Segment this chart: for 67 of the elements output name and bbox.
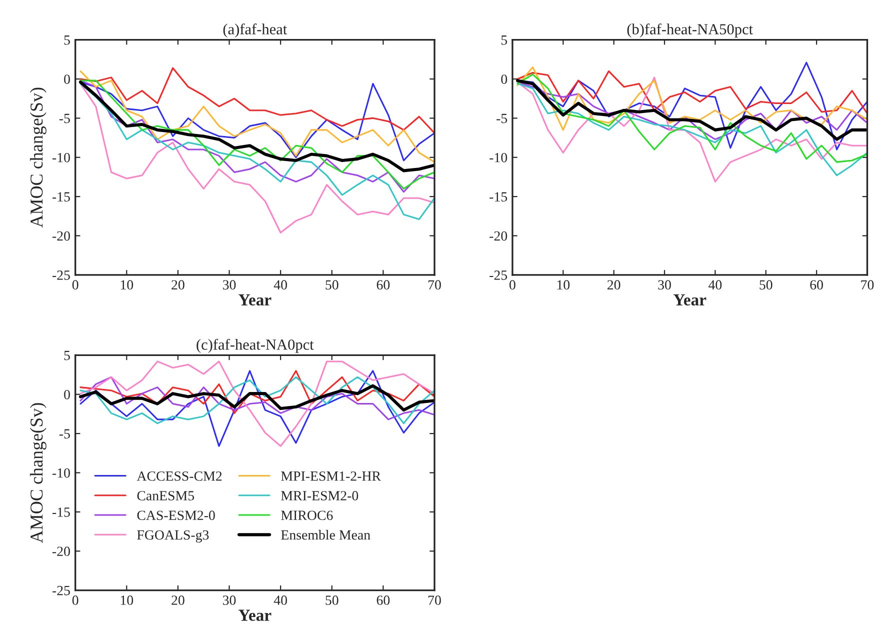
legend-label: MRI-ESM2-0 [281,491,358,500]
y-tick-label: -5 [59,429,70,439]
legend-label: CanESM5 [137,491,194,500]
chart-title: (a)faf-heat [223,24,288,38]
x-axis-title: Year [238,610,272,621]
legend-label: MPI-ESM1-2-HR [281,471,381,481]
x-tick-label: 70 [861,280,874,290]
chart-title: (b)faf-heat-NA50pct [627,24,753,38]
x-tick-label: 40 [274,280,287,290]
legend-label: CAS-ESM2-0 [137,510,215,520]
x-tick-label: 40 [708,280,722,290]
y-tick-label: -15 [52,192,70,202]
y-tick-label: -20 [52,231,70,241]
legend-label: MIROC6 [281,510,333,520]
x-tick-label: 60 [810,280,823,290]
y-tick-label: -25 [490,270,508,280]
x-tick-label: 70 [428,280,441,290]
y-tick-label: -20 [52,546,70,556]
x-tick-label: 20 [607,280,620,290]
x-tick-label: 10 [557,280,570,290]
x-tick-label: 10 [120,596,134,605]
x-tick-label: 10 [120,280,134,290]
x-tick-label: 50 [760,280,772,290]
line-series [516,70,868,114]
x-tick-label: 0 [72,596,78,605]
legend-label: Ensemble Mean [281,530,370,540]
legend-label: FGOALS-g3 [137,530,209,543]
x-tick-label: 40 [274,596,287,605]
y-axis-title: AMOC change(Sv) [30,88,46,228]
line-series [78,384,434,412]
y-tick-label: 5 [64,36,70,45]
y-tick-label: -15 [52,508,70,517]
y-tick-label: 0 [64,74,70,84]
x-tick-label: 0 [72,280,78,290]
y-tick-label: 0 [64,390,70,400]
y-tick-label: -10 [52,152,70,162]
y-axis-title: AMOC change(Sv) [30,403,46,544]
y-tick-label: -15 [490,192,508,202]
legend-label: ACCESS-CM2 [136,471,222,481]
x-tick-label: 20 [172,280,184,290]
x-tick-label: 30 [222,596,236,605]
x-tick-label: 60 [376,280,390,290]
y-tick-label: -5 [496,114,508,124]
x-tick-label: 30 [222,280,236,290]
x-tick-label: 50 [326,280,338,290]
y-tick-label: -25 [52,270,70,280]
line-series [80,67,434,134]
x-axis-title: Year [238,294,272,306]
x-tick-label: 60 [376,596,390,605]
line-series [516,66,868,131]
chart-title: (c)faf-heat-NA0pct [196,338,314,353]
y-tick-label: -5 [59,114,70,124]
x-tick-label: 0 [510,280,516,290]
y-tick-label: 5 [64,350,70,360]
x-tick-label: 20 [172,596,184,605]
y-tick-label: 0 [501,74,508,84]
y-tick-label: -25 [52,586,70,596]
x-tick-label: 50 [326,596,338,605]
line-series [516,74,868,163]
y-tick-label: -10 [490,152,508,162]
y-tick-label: -10 [52,468,70,478]
y-tick-label: -20 [490,231,508,241]
y-tick-label: 5 [501,36,508,45]
line-series [80,370,434,414]
x-tick-label: 70 [428,596,441,605]
x-tick-label: 30 [658,280,671,290]
x-axis-title: Year [673,294,706,306]
